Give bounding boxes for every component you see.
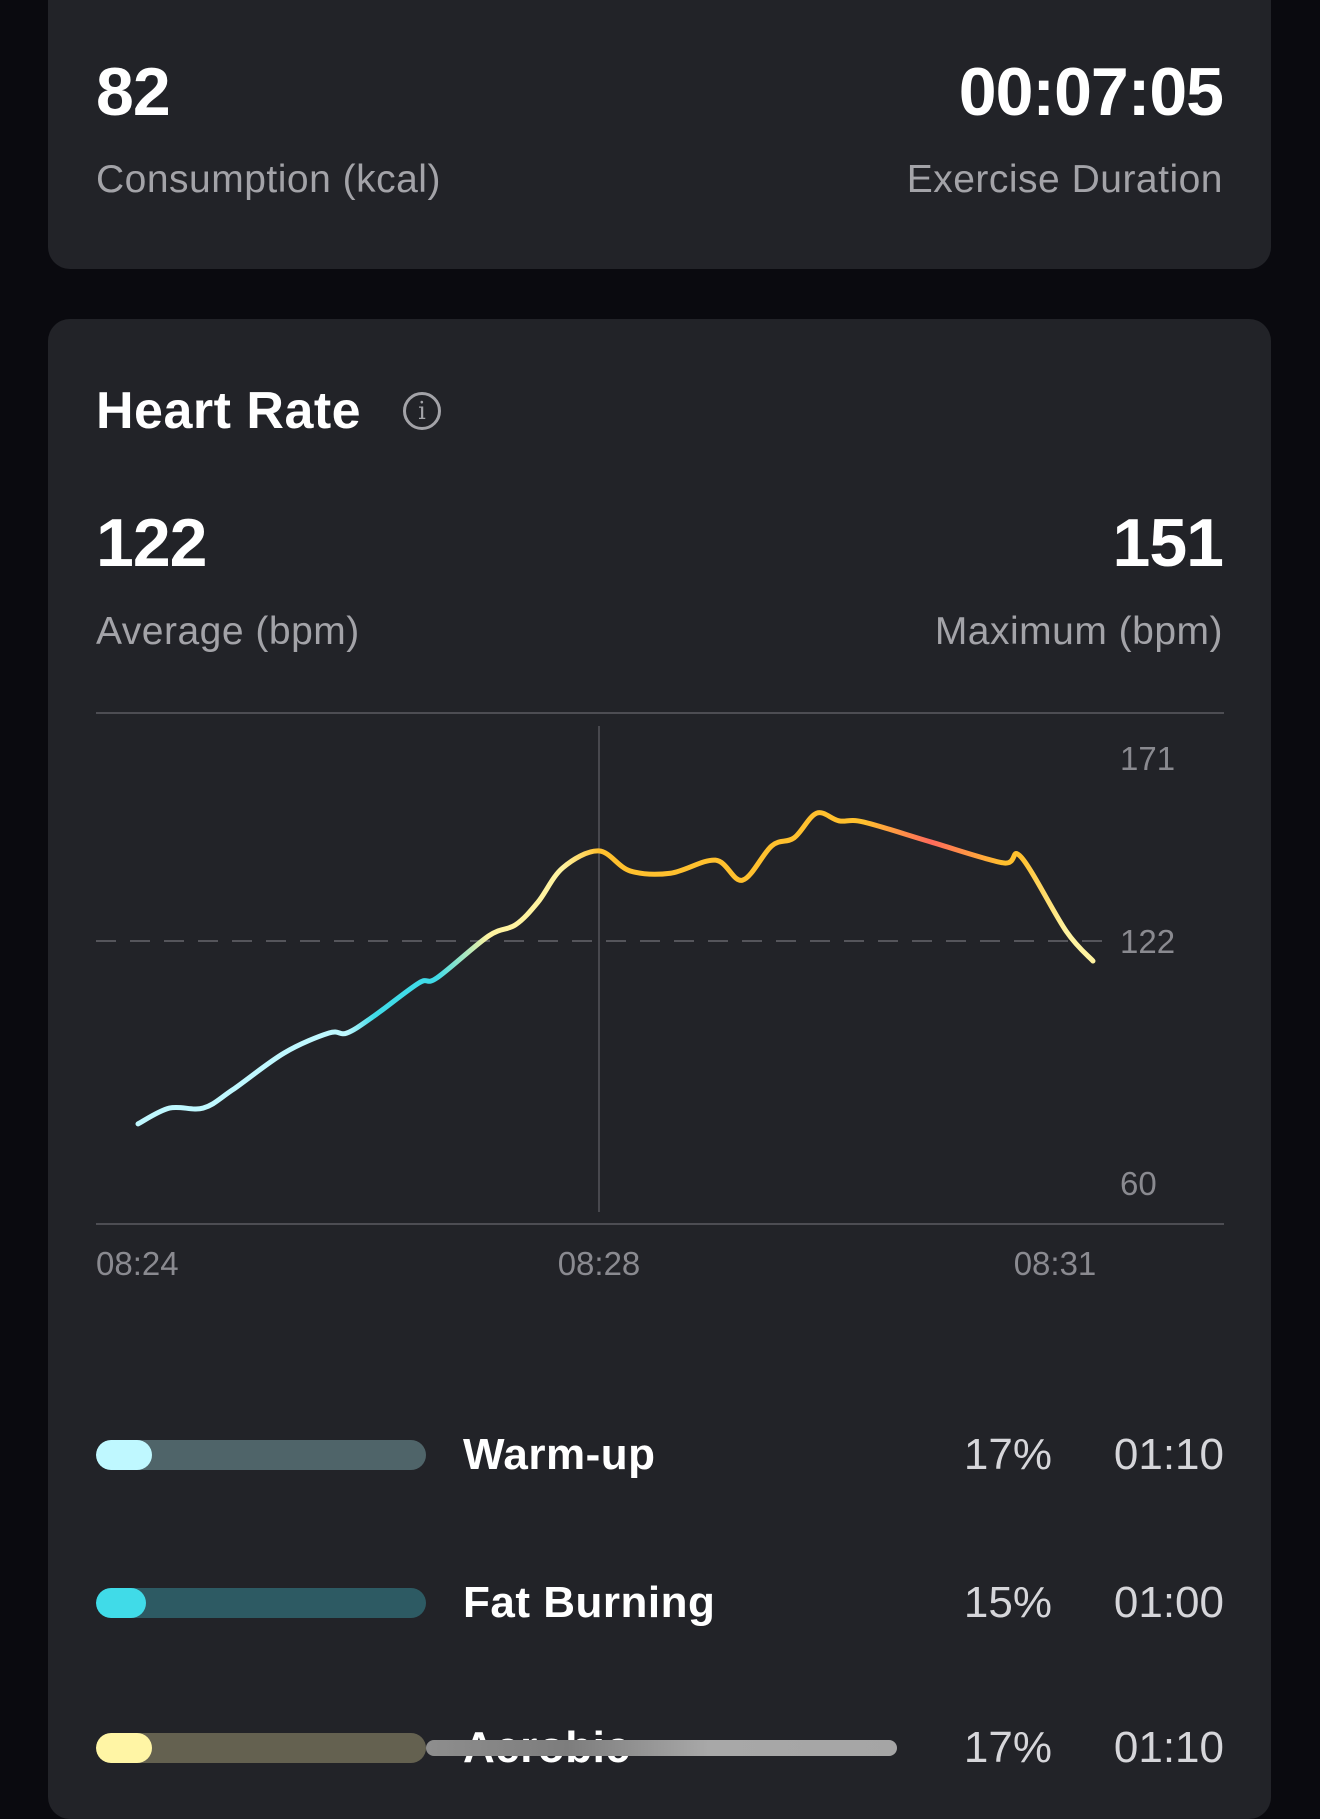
heart-rate-chart[interactable] bbox=[0, 0, 1320, 1779]
zone-bar-fill bbox=[96, 1588, 146, 1618]
zone-bar-fill bbox=[96, 1440, 152, 1470]
zone-bar-fill bbox=[96, 1733, 152, 1763]
x-tick-start: 08:24 bbox=[96, 1247, 179, 1280]
zone-percent: 15% bbox=[964, 1581, 1052, 1625]
x-tick-end: 08:31 bbox=[1005, 1247, 1105, 1280]
zone-name: Fat Burning bbox=[463, 1581, 715, 1625]
heart-rate-line bbox=[138, 813, 1093, 1124]
zone-bar bbox=[96, 1588, 426, 1618]
zone-percent: 17% bbox=[964, 1726, 1052, 1770]
zone-time: 01:00 bbox=[1114, 1581, 1224, 1625]
zone-percent: 17% bbox=[964, 1433, 1052, 1477]
y-tick-122: 122 bbox=[1120, 925, 1175, 958]
zone-name: Warm-up bbox=[463, 1433, 656, 1477]
y-tick-60: 60 bbox=[1120, 1167, 1157, 1200]
horizontal-scrollbar[interactable] bbox=[426, 1740, 897, 1756]
y-tick-171: 171 bbox=[1120, 742, 1175, 775]
zone-time: 01:10 bbox=[1114, 1726, 1224, 1770]
zone-time: 01:10 bbox=[1114, 1433, 1224, 1477]
x-tick-mid: 08:28 bbox=[549, 1247, 649, 1280]
zone-bar bbox=[96, 1440, 426, 1470]
zone-bar bbox=[96, 1733, 426, 1763]
